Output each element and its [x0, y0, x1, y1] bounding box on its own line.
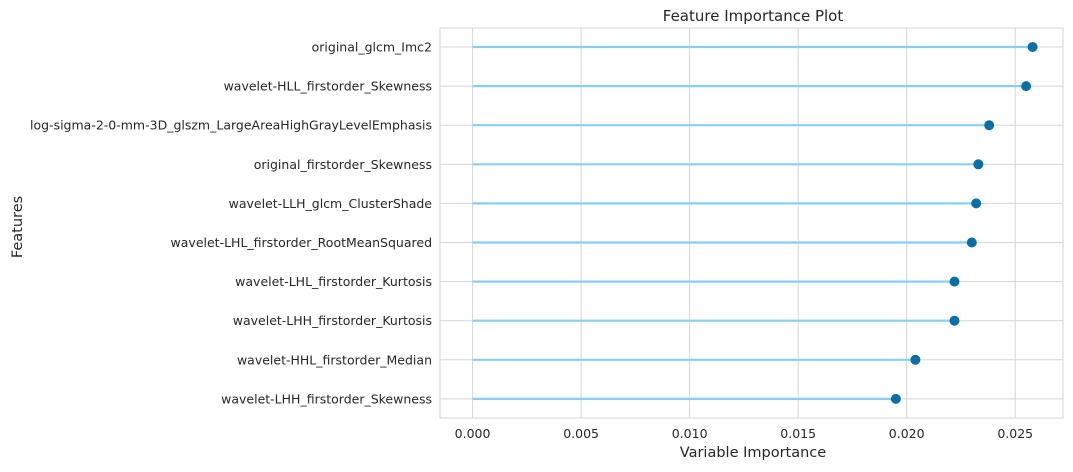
chart-title: Feature Importance Plot [663, 7, 844, 25]
x-tick-label: 0.000 [455, 426, 491, 441]
x-tick-label: 0.020 [889, 426, 925, 441]
lollipop-marker [949, 276, 960, 287]
x-tick-label: 0.025 [997, 426, 1033, 441]
y-tick-label: wavelet-LHL_firstorder_RootMeanSquared [171, 235, 432, 250]
x-tick-label: 0.015 [780, 426, 816, 441]
y-tick-label: wavelet-LHH_firstorder_Skewness [221, 391, 432, 406]
y-tick-label: wavelet-HHL_firstorder_Median [237, 352, 432, 367]
lollipop-marker [1021, 81, 1032, 92]
y-axis-label: Features [10, 196, 26, 258]
stem-layer [472, 45, 1033, 400]
y-tick-label: wavelet-LHL_firstorder_Kurtosis [235, 274, 432, 289]
lollipop-marker [971, 198, 982, 209]
plot-frame [439, 27, 1064, 419]
x-tick-label: 0.005 [563, 426, 599, 441]
y-tick-label: wavelet-LLH_glcm_ClusterShade [229, 196, 433, 211]
x-axis-label: Variable Importance [680, 445, 826, 461]
x-tick-label: 0.010 [672, 426, 708, 441]
y-tick-label: original_glcm_Imc2 [312, 40, 432, 55]
y-tick-label: wavelet-HLL_firstorder_Skewness [224, 79, 432, 94]
lollipop-marker [973, 159, 984, 170]
lollipop-marker [984, 120, 995, 131]
lollipop-marker [966, 237, 977, 248]
lollipop-marker [949, 315, 960, 326]
marker-layer [890, 42, 1038, 404]
y-tick-label: log-sigma-2-0-mm-3D_glszm_LargeAreaHighG… [30, 118, 432, 133]
y-tick-label: wavelet-LHH_firstorder_Kurtosis [233, 313, 432, 328]
lollipop-marker [1027, 42, 1038, 52]
y-tick-label: original_firstorder_Skewness [254, 157, 432, 172]
lollipop-marker [890, 393, 901, 404]
lollipop-marker [910, 354, 921, 365]
tick-layer: 0.000 0.005 0.010 0.015 0.020 0.025 original_g… [30, 40, 1033, 442]
